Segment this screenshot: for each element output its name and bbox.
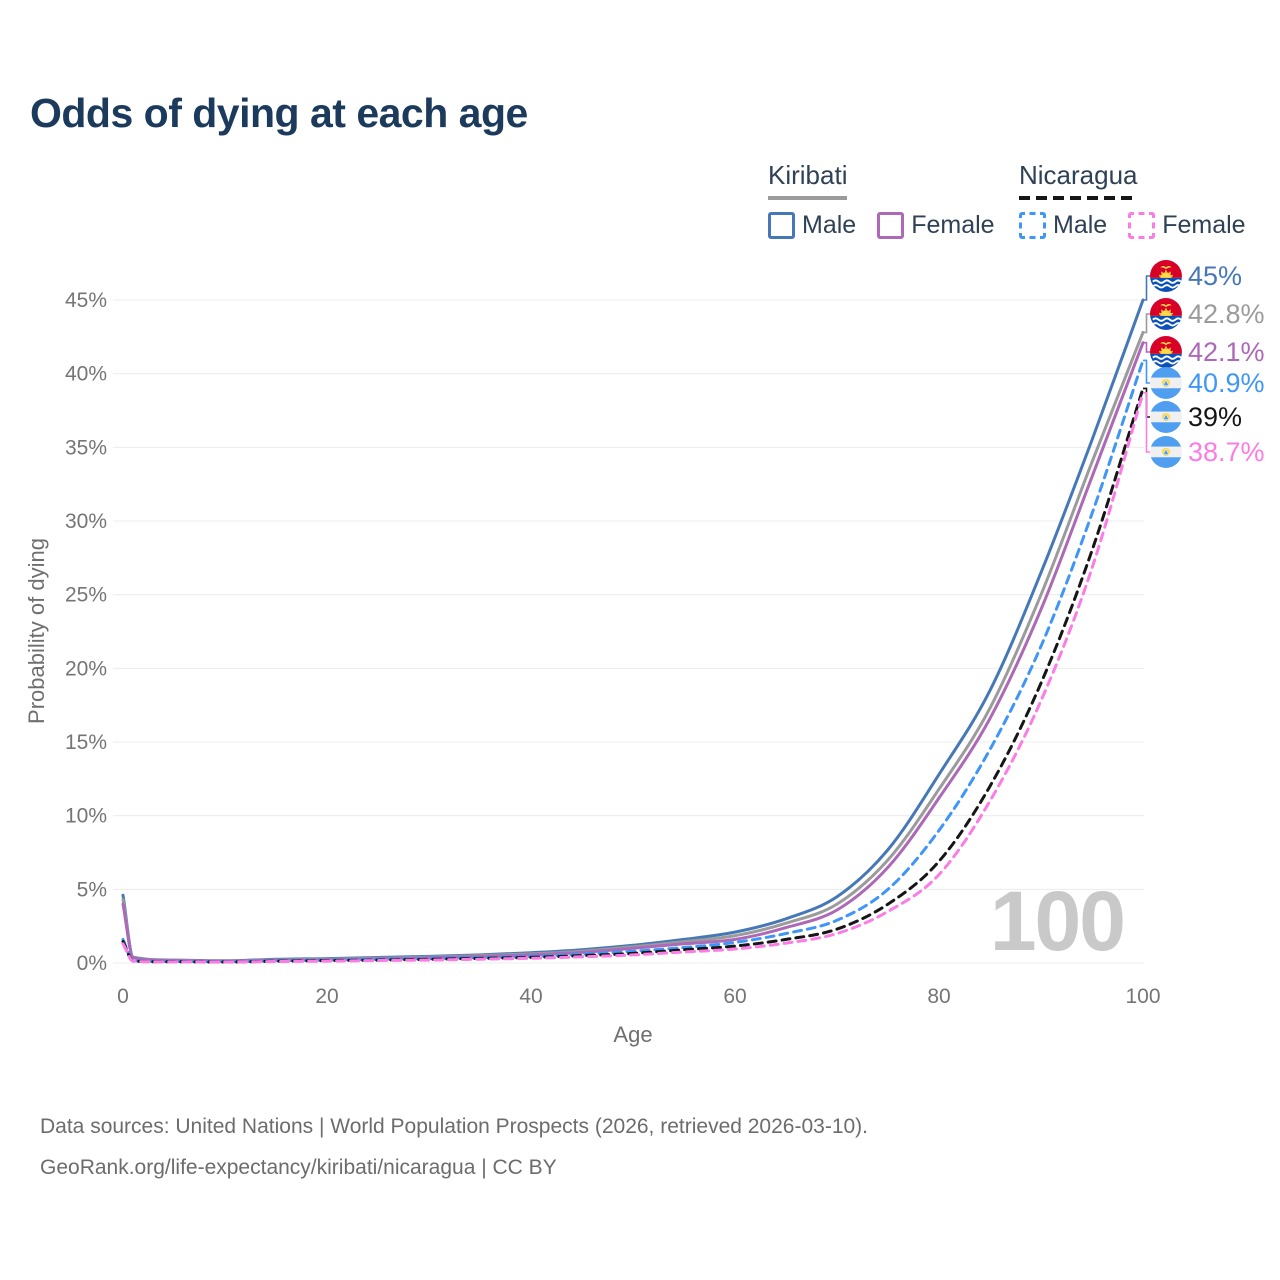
- end-label-kiribati-female: 42.1%: [1188, 337, 1265, 367]
- x-tick-label: 80: [927, 985, 950, 1008]
- legend-item-nicaragua-male[interactable]: Male: [1019, 211, 1107, 240]
- end-label-nicaragua-male: 40.9%: [1188, 368, 1265, 398]
- x-tick-label: 40: [519, 985, 542, 1008]
- nicaragua-flag-icon: [1150, 367, 1182, 399]
- y-tick-label: 0%: [77, 952, 107, 975]
- legend-item-label: Male: [1053, 211, 1108, 239]
- kiribati-flag-icon: [1150, 260, 1182, 292]
- y-axis-title: Probability of dying: [24, 538, 49, 724]
- gridlines: [113, 299, 1144, 964]
- legend-item-label: Female: [1162, 211, 1246, 239]
- x-axis-title: Age: [613, 1022, 652, 1047]
- end-label-nicaragua-combined: 39%: [1188, 402, 1242, 432]
- legend-item-label: Female: [911, 211, 995, 239]
- kiribati-flag-icon: [1150, 298, 1182, 330]
- nicaragua-flag-icon: [1150, 436, 1182, 468]
- kiribati-flag-icon: [1150, 336, 1182, 368]
- y-tick-label: 40%: [65, 363, 107, 386]
- legend-country-nicaragua[interactable]: Nicaragua: [1019, 160, 1138, 200]
- end-label-connector: [1143, 359, 1150, 384]
- attribution-link-text: GeoRank.org/life-expectancy/kiribati/nic…: [40, 1156, 557, 1179]
- end-label-connector: [1143, 392, 1150, 453]
- line-nicaragua-male: [121, 358, 1145, 964]
- kiribati-male-swatch-icon: [768, 212, 795, 239]
- legend-group-nicaragua: Nicaragua Male Female: [1019, 160, 1246, 240]
- age-watermark: 100: [990, 874, 1126, 968]
- legend-country-kiribati[interactable]: Kiribati: [768, 160, 848, 200]
- legend-item-kiribati-female[interactable]: Female: [877, 211, 995, 240]
- legend-item-kiribati-male[interactable]: Male: [768, 211, 856, 240]
- legend-item-nicaragua-female[interactable]: Female: [1128, 211, 1246, 240]
- end-label-nicaragua-female: 38.7%: [1188, 437, 1265, 467]
- series-lines: [121, 298, 1145, 964]
- axis-labels: 0% 5% 10% 15% 20% 25% 30% 35% 40% 45% 0 20 40 60 80 100…: [24, 289, 1161, 1047]
- x-tick-label: 20: [315, 985, 338, 1008]
- nicaragua-male-swatch-icon: [1019, 212, 1046, 239]
- end-label-kiribati-combined: 42.8%: [1188, 299, 1265, 329]
- line-kiribati-male: [121, 298, 1145, 963]
- page-title: Odds of dying at each age: [30, 90, 528, 136]
- x-tick-label: 60: [723, 985, 746, 1008]
- end-label-connector: [1143, 313, 1150, 334]
- legend-item-label: Male: [802, 211, 857, 239]
- line-nicaragua-female: [121, 391, 1145, 964]
- legend-group-kiribati: Kiribati Male Female: [768, 160, 995, 240]
- nicaragua-female-swatch-icon: [1128, 212, 1156, 239]
- legend: Kiribati Male Female Nicaragua Male: [0, 0, 1280, 250]
- x-tick-label: 0: [117, 985, 129, 1008]
- line-kiribati-female: [121, 341, 1145, 963]
- x-tick-label: 100: [1125, 985, 1160, 1008]
- end-labels: 45% 42.8% 42.1%40.9% 39% 38.7%: [1143, 260, 1265, 468]
- kiribati-female-swatch-icon: [877, 212, 905, 239]
- footer: Data sources: United Nations | World Pop…: [40, 1106, 868, 1188]
- end-label-connector: [1143, 275, 1150, 301]
- nicaragua-flag-icon: [1150, 401, 1182, 433]
- y-tick-label: 10%: [65, 805, 107, 828]
- y-tick-label: 25%: [65, 584, 107, 607]
- line-kiribati-combined: [121, 330, 1145, 963]
- y-tick-label: 30%: [65, 510, 107, 533]
- y-tick-label: 45%: [65, 289, 107, 312]
- age-counter-watermark: 100: [990, 874, 1124, 968]
- y-tick-label: 5%: [77, 878, 107, 901]
- end-label-kiribati-male: 45%: [1188, 261, 1242, 291]
- y-tick-label: 15%: [65, 731, 107, 754]
- legend-items-nicaragua: Male Female: [1019, 211, 1246, 240]
- y-tick-label: 20%: [65, 657, 107, 680]
- legend-items-kiribati: Male Female: [768, 211, 995, 240]
- end-label-connector: [1143, 341, 1150, 353]
- data-sources-text: Data sources: United Nations | World Pop…: [40, 1115, 869, 1138]
- y-tick-label: 35%: [65, 436, 107, 459]
